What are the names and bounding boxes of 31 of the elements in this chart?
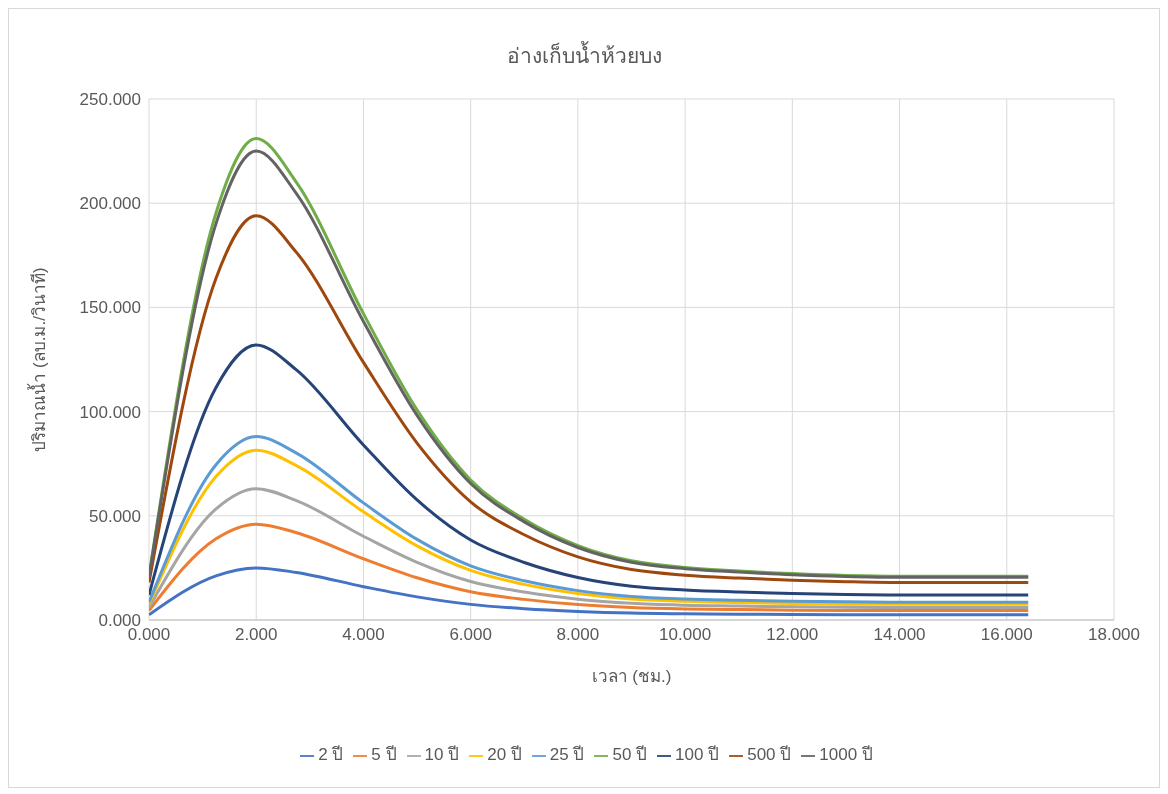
y-tick-label: 50.000	[89, 506, 141, 526]
line-series	[149, 487, 1030, 609]
legend-label: 10 ปี	[424, 745, 460, 764]
y-tick-label: 150.000	[79, 298, 141, 318]
x-axis-title: เวลา (ชม.)	[591, 667, 672, 687]
x-tick-label: 6.000	[449, 625, 492, 645]
legend-label: 20 ปี	[487, 745, 522, 764]
line-series	[149, 522, 1030, 613]
line-series	[149, 343, 1030, 597]
x-tick-label: 10.000	[659, 625, 712, 645]
x-tick-label: 2.000	[234, 625, 278, 645]
legend-label: 1000 ปี	[819, 745, 873, 764]
x-tick-label: 14.000	[873, 625, 926, 645]
legend-label: 500 ปี	[747, 745, 792, 764]
y-tick-label: 250.000	[79, 90, 141, 110]
legend-label: 100 ปี	[675, 745, 720, 764]
x-tick-label: 16.000	[980, 625, 1033, 645]
legend-label: 25 ปี	[549, 745, 585, 764]
line-series	[149, 214, 1030, 584]
x-tick-label: 18.000	[1088, 625, 1140, 645]
legend-label: 50 ปี	[612, 745, 648, 764]
y-tick-label: 100.000	[79, 402, 141, 422]
y-tick-label: 200.000	[79, 194, 141, 214]
legend-label: 2 ปี	[318, 745, 344, 764]
chart-title: อ่างเก็บน้ำห้วยบง	[505, 40, 663, 69]
y-axis-title: ปริมาณน้ำ (ลบ.ม./วินาที)	[27, 267, 50, 452]
legend-label: 5 ปี	[371, 745, 397, 764]
x-tick-label: 8.000	[556, 625, 600, 645]
line-series	[149, 566, 1030, 617]
x-tick-label: 12.000	[766, 625, 819, 645]
x-tick-label: 4.000	[342, 625, 385, 645]
